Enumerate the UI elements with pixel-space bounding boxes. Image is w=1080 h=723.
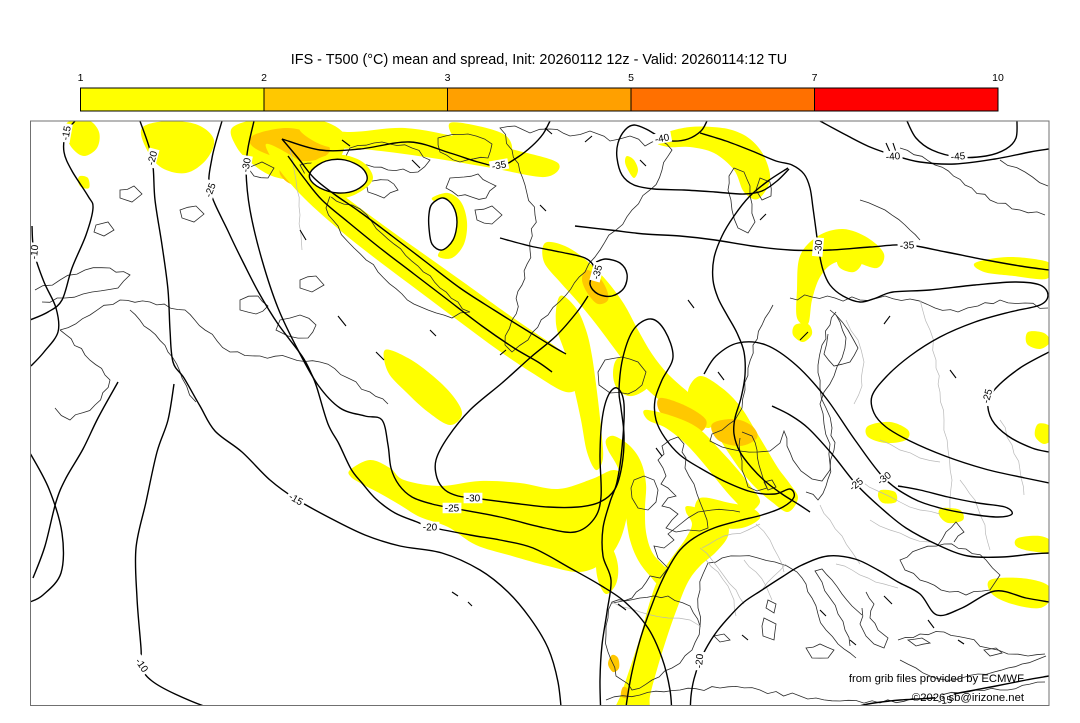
svg-text:1: 1 [78, 72, 84, 84]
svg-text:-30: -30 [813, 239, 825, 255]
svg-text:-30: -30 [466, 494, 481, 505]
svg-text:©2026 sb@irizone.net: ©2026 sb@irizone.net [912, 692, 1025, 704]
svg-text:-30: -30 [240, 157, 253, 174]
svg-text:-25: -25 [445, 504, 460, 515]
svg-text:10: 10 [992, 72, 1004, 84]
svg-text:-20: -20 [423, 523, 438, 534]
svg-text:-25: -25 [981, 387, 995, 404]
svg-text:-15: -15 [60, 125, 73, 142]
svg-text:7: 7 [812, 72, 818, 84]
svg-text:-20: -20 [146, 149, 160, 166]
svg-text:-15: -15 [937, 695, 953, 708]
svg-text:-10: -10 [29, 244, 41, 260]
svg-text:-40: -40 [885, 151, 901, 163]
svg-text:-45: -45 [950, 151, 966, 163]
svg-text:-20: -20 [694, 653, 706, 669]
svg-text:2: 2 [261, 72, 267, 84]
svg-text:-35: -35 [591, 263, 605, 280]
svg-text:-35: -35 [491, 159, 508, 172]
svg-text:5: 5 [628, 72, 634, 84]
svg-text:-40: -40 [654, 132, 671, 145]
svg-text:3: 3 [445, 72, 451, 84]
svg-text:-25: -25 [203, 181, 218, 199]
svg-text:-35: -35 [900, 240, 915, 252]
svg-text:IFS - T500 (°C) mean and sprea: IFS - T500 (°C) mean and spread, Init: 2… [291, 52, 787, 68]
svg-text:from grib files provided by EC: from grib files provided by ECMWF [849, 673, 1024, 685]
